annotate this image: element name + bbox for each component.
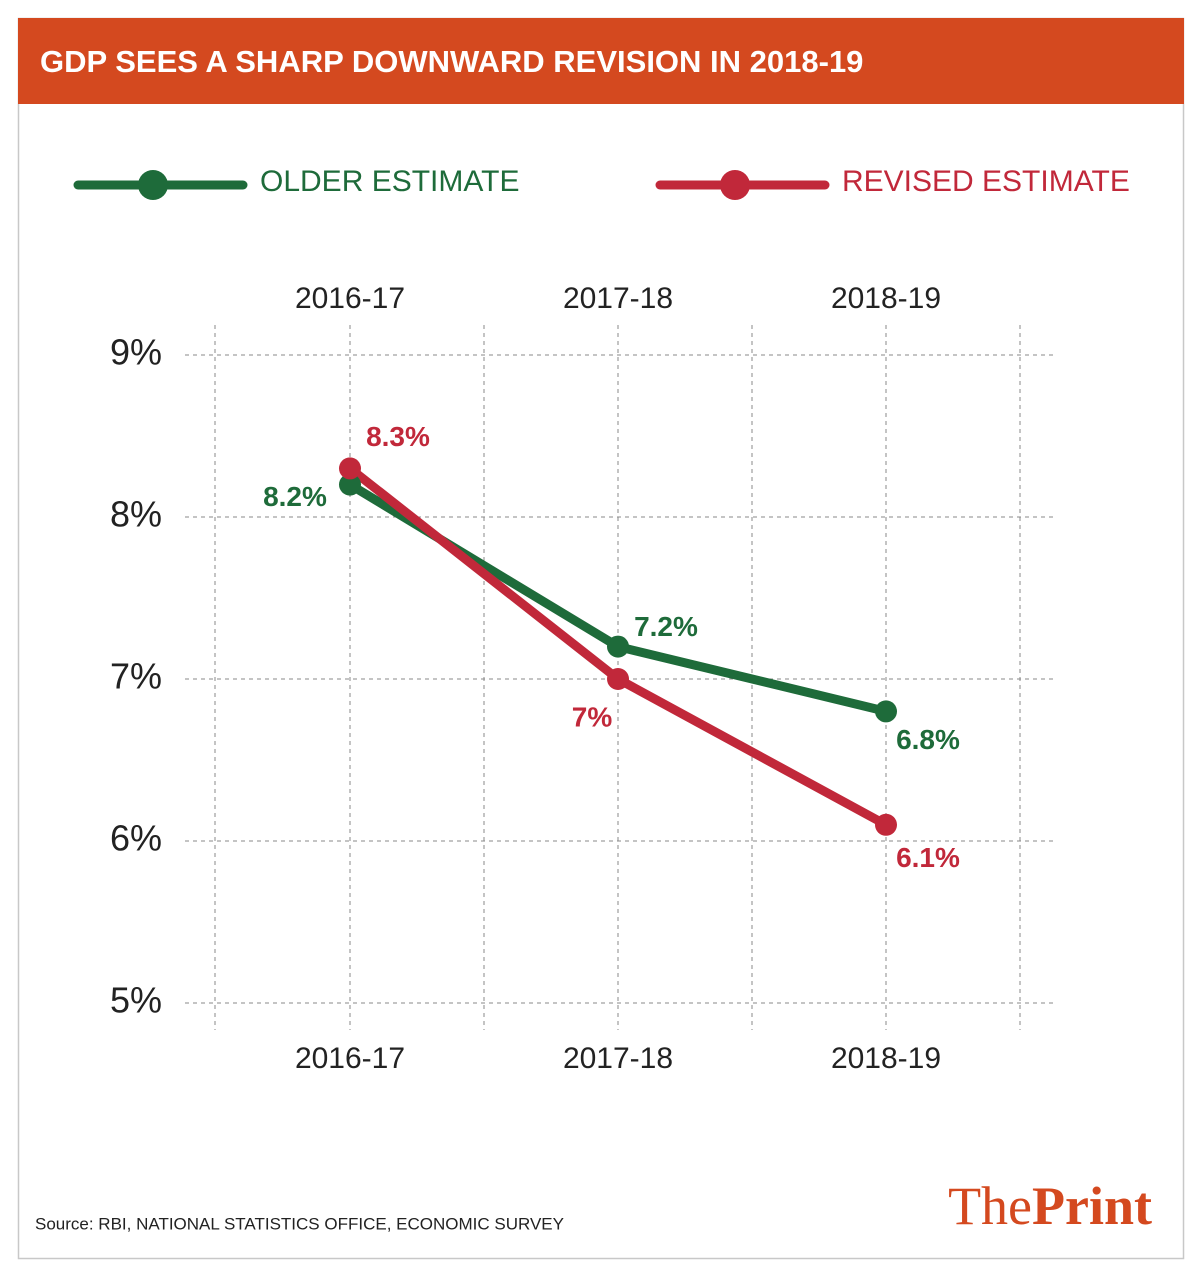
value-label: 6.1% bbox=[896, 842, 960, 873]
x-tick-label: 2016-17 bbox=[295, 1042, 405, 1075]
logo: ThePrint bbox=[948, 1176, 1152, 1236]
x-tick-label: 2018-19 bbox=[831, 1042, 941, 1075]
logo-print: Print bbox=[1032, 1176, 1152, 1236]
value-label: 8.3% bbox=[366, 421, 430, 452]
title-bar bbox=[18, 18, 1184, 104]
point bbox=[339, 457, 361, 480]
y-tick-label: 6% bbox=[110, 818, 162, 859]
value-label: 7.2% bbox=[634, 611, 698, 642]
point bbox=[607, 668, 629, 690]
x-tick-label-top: 2017-18 bbox=[563, 282, 673, 315]
x-tick-label-top: 2016-17 bbox=[295, 282, 405, 315]
value-label: 8.2% bbox=[263, 481, 327, 512]
legend-label: OLDER ESTIMATE bbox=[260, 165, 519, 198]
y-tick-label: 9% bbox=[110, 332, 162, 373]
y-tick-label: 7% bbox=[110, 656, 162, 697]
y-tick-label: 8% bbox=[110, 494, 162, 535]
point bbox=[339, 473, 361, 496]
point bbox=[607, 635, 629, 658]
x-tick-label-top: 2018-19 bbox=[831, 282, 941, 315]
chart-title: GDP SEES A SHARP DOWNWARD REVISION IN 20… bbox=[40, 44, 863, 79]
legend-label: REVISED ESTIMATE bbox=[842, 165, 1130, 198]
point bbox=[875, 700, 897, 723]
legend-dot bbox=[720, 170, 750, 200]
legend-dot bbox=[138, 170, 168, 200]
value-label: 6.8% bbox=[896, 724, 960, 755]
y-tick-label: 5% bbox=[110, 980, 162, 1021]
source: Source: RBI, NATIONAL STATISTICS OFFICE,… bbox=[35, 1214, 564, 1233]
x-tick-label: 2017-18 bbox=[563, 1042, 673, 1075]
point bbox=[875, 813, 897, 836]
logo-the: The bbox=[948, 1176, 1032, 1236]
value-label: 7% bbox=[572, 701, 613, 732]
